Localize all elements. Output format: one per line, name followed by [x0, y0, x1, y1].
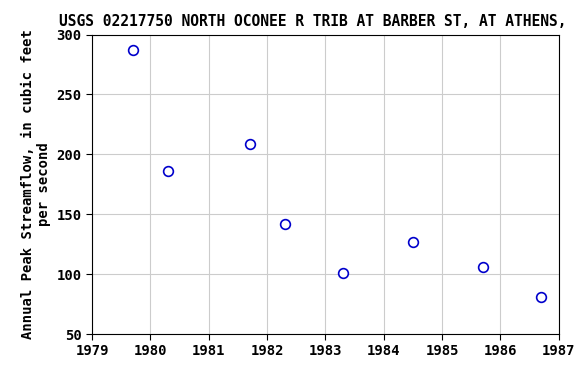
Point	[128, 47, 138, 53]
Point	[245, 141, 254, 147]
Point	[338, 270, 347, 276]
Point	[164, 168, 173, 174]
Title: USGS 02217750 NORTH OCONEE R TRIB AT BARBER ST, AT ATHENS, GA: USGS 02217750 NORTH OCONEE R TRIB AT BAR…	[59, 14, 576, 29]
Point	[537, 294, 546, 300]
Point	[280, 221, 289, 227]
Y-axis label: Annual Peak Streamflow, in cubic feet
per second: Annual Peak Streamflow, in cubic feet pe…	[21, 30, 51, 339]
Point	[408, 239, 418, 245]
Point	[478, 264, 487, 270]
